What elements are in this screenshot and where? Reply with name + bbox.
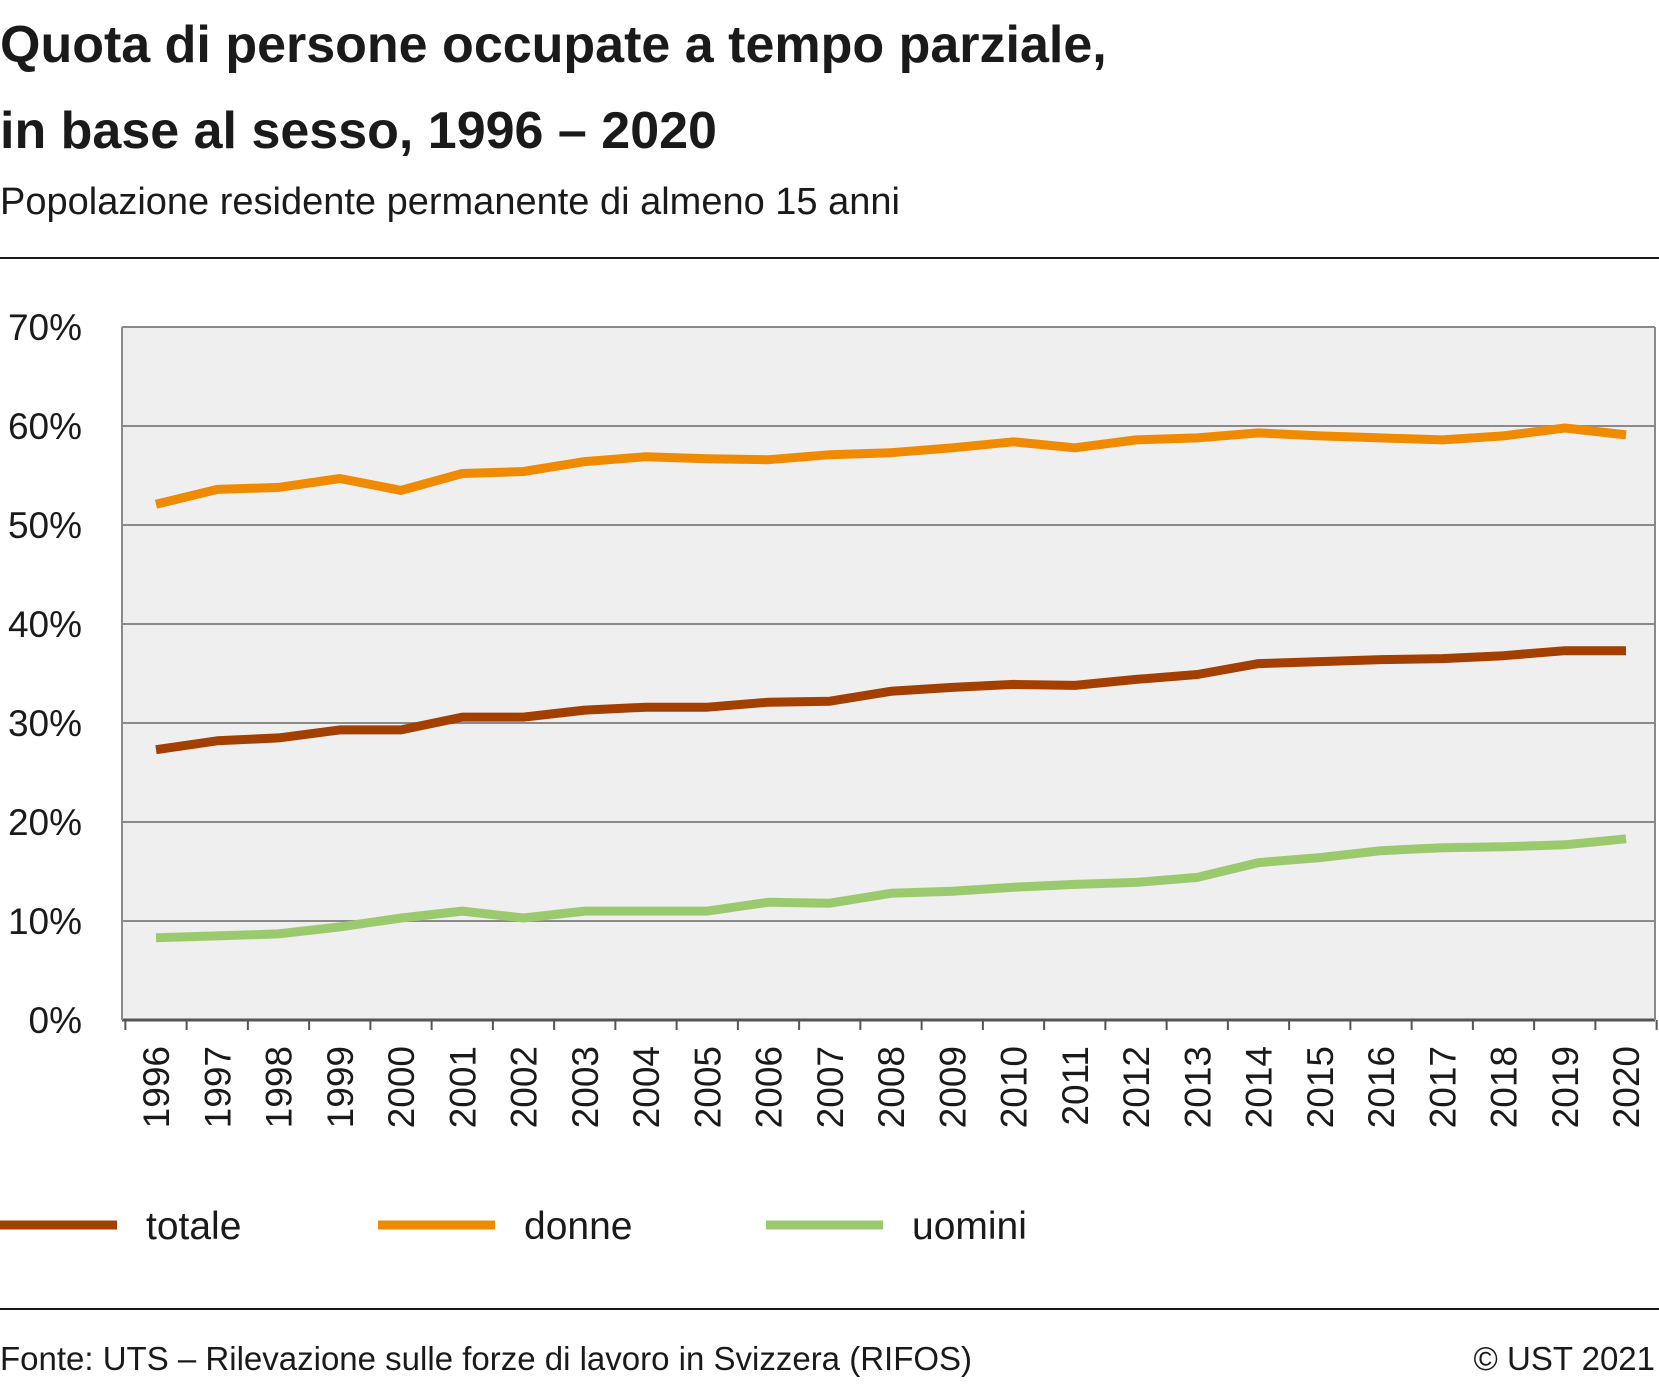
- title-line-1: Quota di persone occupate a tempo parzia…: [0, 16, 1107, 74]
- series-line-donne: [154, 423, 1627, 509]
- y-tick-label: 50%: [8, 505, 82, 546]
- line-chart: 0% 10% 20% 30% 40% 50% 60% 70% 1996 1997 1998 1999 2…: [0, 307, 1658, 1248]
- x-tick-label: 2003: [565, 1046, 606, 1128]
- legend-item-totale: totale: [0, 1205, 241, 1248]
- y-tick-label: 0%: [29, 1000, 82, 1041]
- x-tick-label: 2011: [1055, 1046, 1096, 1126]
- y-tick-label: 60%: [8, 406, 82, 447]
- x-tick-label: 2013: [1177, 1046, 1218, 1128]
- x-tick-label: 2008: [871, 1046, 912, 1128]
- x-tick-label: 2006: [749, 1046, 790, 1128]
- y-tick-label: 20%: [8, 802, 82, 843]
- x-tick-label: 2016: [1361, 1046, 1402, 1128]
- x-tick-label: 2017: [1422, 1046, 1463, 1128]
- legend-label: uomini: [912, 1205, 1027, 1248]
- chart-subtitle: Popolazione residente permanente di alme…: [0, 181, 900, 223]
- x-tick-label: 2002: [504, 1046, 545, 1128]
- series-line-uomini: [155, 834, 1627, 943]
- footer-divider: [0, 1308, 1659, 1310]
- x-tick-label: 2004: [626, 1046, 667, 1128]
- y-tick-label: 10%: [8, 901, 82, 942]
- x-tick-label: 2007: [810, 1046, 851, 1128]
- legend-item-uomini: uomini: [766, 1205, 1027, 1248]
- x-tick-label: 2001: [442, 1046, 483, 1128]
- x-tick-label: 1998: [259, 1046, 300, 1128]
- chart-title: Quota di persone occupate a tempo parzia…: [0, 2, 1500, 174]
- x-tick-label: 1999: [320, 1046, 361, 1128]
- plot-area: [122, 327, 1655, 1020]
- x-tick-label: 1996: [136, 1046, 177, 1128]
- header-divider: [0, 257, 1659, 259]
- y-tick-label: 30%: [8, 703, 82, 744]
- x-tick-label: 2020: [1606, 1046, 1647, 1128]
- copyright-note: © UST 2021: [1473, 1340, 1655, 1377]
- series-line-totale: [155, 646, 1626, 755]
- title-line-2: in base al sesso, 1996 – 2020: [0, 102, 717, 160]
- y-tick-label: 40%: [8, 604, 82, 645]
- x-tick-label: 2000: [381, 1046, 422, 1128]
- x-tick-label: 2009: [932, 1046, 973, 1128]
- legend-label: donne: [524, 1205, 632, 1248]
- legend-item-donne: donne: [378, 1205, 632, 1248]
- y-tick-label: 70%: [8, 307, 82, 348]
- x-tick-label: 2019: [1545, 1046, 1586, 1128]
- x-tick-label: 2010: [994, 1046, 1035, 1128]
- x-tick-label: 1997: [197, 1046, 238, 1128]
- x-tick-label: 2015: [1300, 1046, 1341, 1128]
- x-tick-label: 2012: [1116, 1046, 1157, 1128]
- x-tick-label: 2005: [687, 1046, 728, 1128]
- legend-label: totale: [146, 1205, 241, 1248]
- x-tick-label: 2014: [1239, 1046, 1280, 1128]
- source-note: Fonte: UTS – Rilevazione sulle forze di …: [0, 1340, 973, 1377]
- x-tick-label: 2018: [1484, 1046, 1525, 1128]
